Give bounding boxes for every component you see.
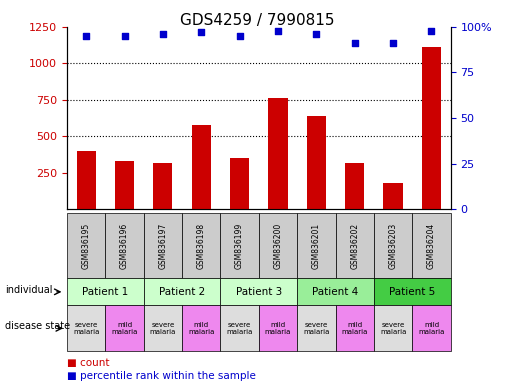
Text: GSM836195: GSM836195 xyxy=(82,223,91,269)
Point xyxy=(312,31,320,37)
Bar xyxy=(77,151,96,209)
Text: GSM836204: GSM836204 xyxy=(427,223,436,269)
Text: GSM836202: GSM836202 xyxy=(350,223,359,269)
Bar xyxy=(153,162,173,209)
Text: mild
malaria: mild malaria xyxy=(418,321,444,335)
Point xyxy=(121,33,129,39)
Point xyxy=(82,33,90,39)
Bar xyxy=(192,126,211,209)
Point xyxy=(427,28,436,34)
Point xyxy=(235,33,244,39)
Text: GSM836198: GSM836198 xyxy=(197,223,205,269)
Bar xyxy=(307,116,326,209)
Text: severe
malaria: severe malaria xyxy=(150,321,176,335)
Text: disease state: disease state xyxy=(5,321,70,331)
Text: ■ count: ■ count xyxy=(67,358,110,368)
Text: GDS4259 / 7990815: GDS4259 / 7990815 xyxy=(180,13,335,28)
Text: GSM836197: GSM836197 xyxy=(159,223,167,269)
Text: Patient 1: Patient 1 xyxy=(82,287,128,297)
Bar xyxy=(115,161,134,209)
Text: severe
malaria: severe malaria xyxy=(73,321,99,335)
Text: Patient 2: Patient 2 xyxy=(159,287,205,297)
Text: Patient 4: Patient 4 xyxy=(313,287,358,297)
Text: mild
malaria: mild malaria xyxy=(265,321,291,335)
Text: individual: individual xyxy=(5,285,53,295)
Point xyxy=(197,29,205,35)
Point xyxy=(274,28,282,34)
Bar xyxy=(345,162,364,209)
Text: ■ percentile rank within the sample: ■ percentile rank within the sample xyxy=(67,371,256,381)
Text: GSM836200: GSM836200 xyxy=(273,223,282,269)
Text: severe
malaria: severe malaria xyxy=(303,321,330,335)
Text: severe
malaria: severe malaria xyxy=(227,321,253,335)
Point xyxy=(159,31,167,37)
Text: severe
malaria: severe malaria xyxy=(380,321,406,335)
Text: GSM836201: GSM836201 xyxy=(312,223,321,269)
Text: mild
malaria: mild malaria xyxy=(111,321,138,335)
Text: GSM836203: GSM836203 xyxy=(389,223,398,269)
Point xyxy=(389,40,397,46)
Text: mild
malaria: mild malaria xyxy=(188,321,214,335)
Text: mild
malaria: mild malaria xyxy=(341,321,368,335)
Bar xyxy=(268,98,287,209)
Bar xyxy=(422,47,441,209)
Bar xyxy=(384,183,403,209)
Text: GSM836196: GSM836196 xyxy=(120,223,129,269)
Text: Patient 5: Patient 5 xyxy=(389,287,435,297)
Text: Patient 3: Patient 3 xyxy=(236,287,282,297)
Text: GSM836199: GSM836199 xyxy=(235,223,244,269)
Bar xyxy=(230,158,249,209)
Point xyxy=(351,40,359,46)
